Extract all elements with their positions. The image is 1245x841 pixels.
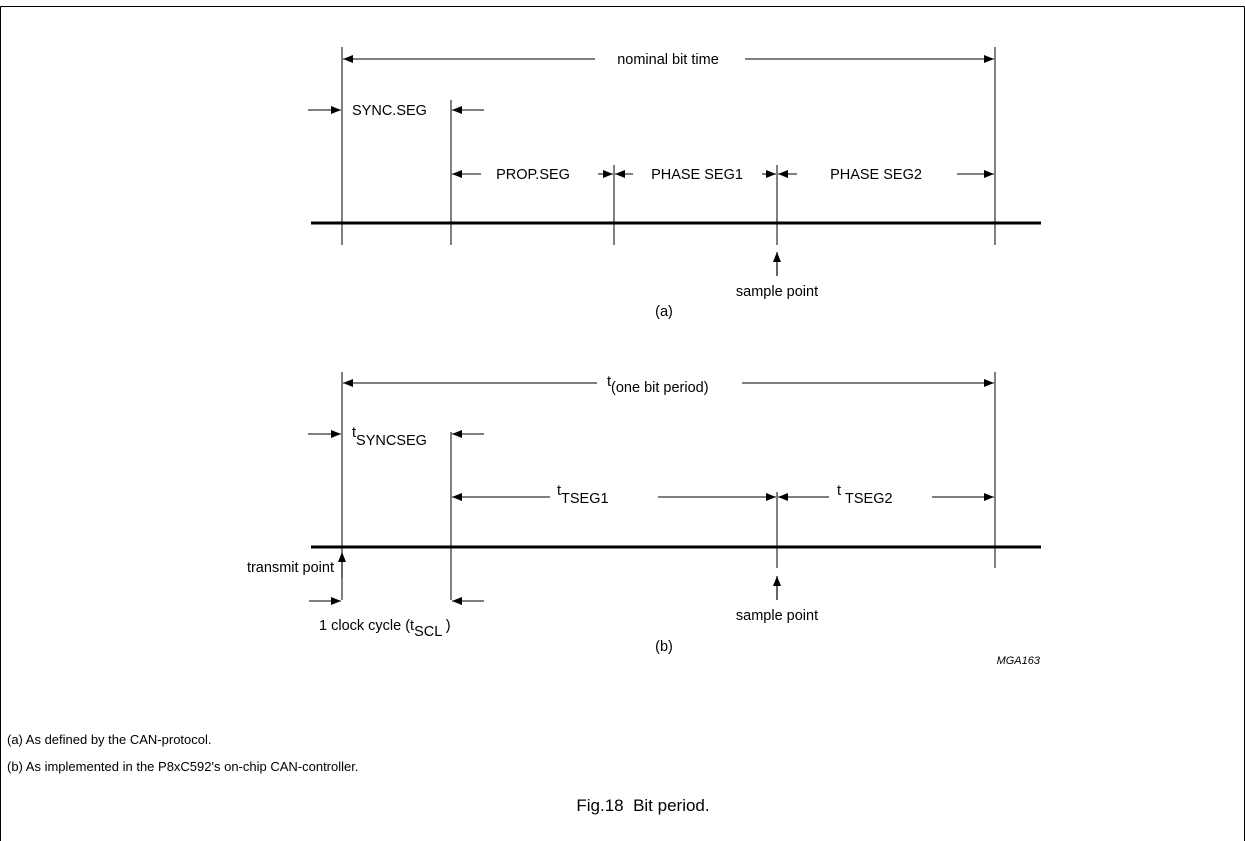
figure-caption: Fig.18 Bit period. — [576, 796, 709, 815]
figure-code: MGA163 — [997, 655, 1041, 667]
diagram-a-boundaries — [341, 47, 996, 245]
tseg1-label: tTSEG1 — [557, 483, 609, 507]
transmit-point-label: transmit point — [247, 560, 334, 576]
prop-seg-label: PROP.SEG — [496, 167, 570, 183]
diagram-b-sample-point-label: sample point — [736, 608, 818, 624]
page-border — [0, 6, 1245, 841]
diagram-a-label: (a) — [655, 304, 673, 320]
sync-seg-label: SYNC.SEG — [352, 103, 427, 119]
diagram-a-sample-point-label: sample point — [736, 284, 818, 300]
diagram-a: nominal bit time SYNC.SEG PROP.SEG PHASE… — [308, 47, 1041, 320]
phase-seg1-label: PHASE SEG1 — [651, 167, 743, 183]
clock-cycle-label: 1 clock cycle (tSCL ) — [319, 618, 451, 640]
diagram-b: t(one bit period) tSYNCSEG tTSEG1 t TSEG2… — [247, 372, 1041, 667]
nominal-bit-time-label: nominal bit time — [617, 52, 719, 68]
note-a: (a) As defined by the CAN-protocol. — [7, 732, 212, 747]
diagram-b-boundaries — [341, 372, 996, 600]
note-b: (b) As implemented in the P8xC592's on-c… — [7, 759, 358, 774]
diagram-b-label: (b) — [655, 639, 673, 655]
tseg2-label: t TSEG2 — [837, 483, 893, 507]
bit-period-label: t(one bit period) — [607, 374, 709, 396]
syncseg-label: tSYNCSEG — [352, 425, 427, 449]
phase-seg2-label: PHASE SEG2 — [830, 167, 922, 183]
